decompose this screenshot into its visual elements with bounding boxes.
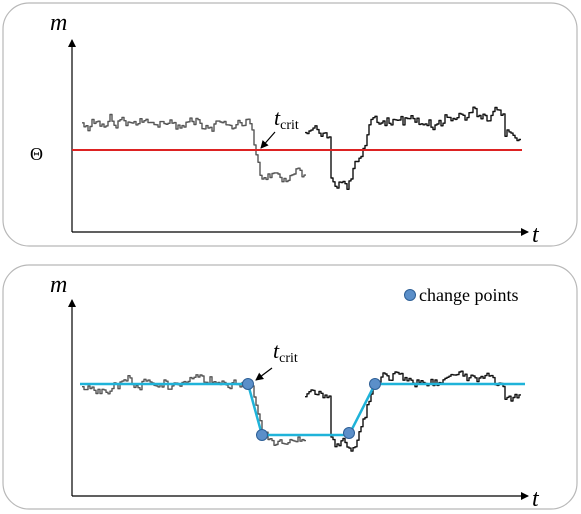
top-x-axis-label: t bbox=[532, 222, 540, 248]
top-panel: m t Θ tcrit bbox=[2, 2, 578, 248]
bottom-x-axis-label: t bbox=[532, 486, 540, 512]
legend-marker bbox=[404, 289, 416, 301]
bottom-signal-trace-late bbox=[305, 370, 521, 452]
bottom-panel-border bbox=[2, 264, 578, 510]
top-panel-border bbox=[2, 2, 578, 247]
bottom-y-axis-label: m bbox=[50, 272, 67, 298]
bottom-tcrit-annotation: tcrit bbox=[255, 338, 298, 381]
top-signal-trace bbox=[82, 113, 306, 183]
legend: change points bbox=[404, 285, 518, 305]
top-y-axis-label: m bbox=[50, 10, 67, 36]
bottom-panel: m t tcrit change points bbox=[2, 264, 578, 512]
bottom-tcrit-arrow bbox=[255, 367, 273, 381]
top-tcrit-label: tcrit bbox=[274, 105, 299, 133]
change-point-4 bbox=[369, 378, 381, 390]
piecewise-fit-line bbox=[80, 382, 525, 437]
bottom-tcrit-label: tcrit bbox=[273, 338, 298, 366]
change-point-3 bbox=[343, 427, 355, 439]
top-tcrit-annotation: tcrit bbox=[260, 105, 299, 149]
top-tcrit-arrow bbox=[260, 131, 276, 149]
legend-label: change points bbox=[419, 285, 518, 305]
change-point-2 bbox=[256, 429, 268, 441]
top-signal-trace-late bbox=[305, 106, 521, 190]
change-point-1 bbox=[242, 378, 254, 390]
threshold-label: Θ bbox=[30, 144, 43, 164]
